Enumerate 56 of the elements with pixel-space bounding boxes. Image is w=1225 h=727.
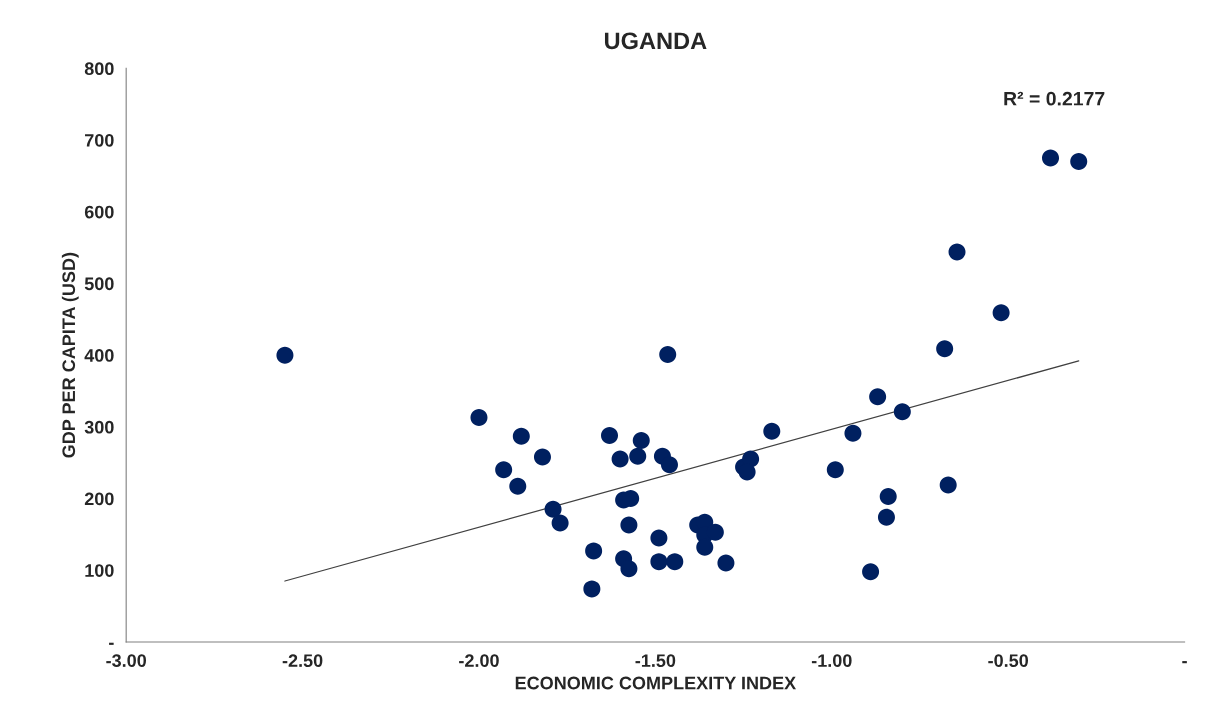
y-tick-label: 700 — [85, 133, 114, 147]
point — [862, 563, 880, 581]
y-tick-label: 200 — [84, 492, 114, 506]
x-tick-label: -0.50 — [988, 654, 1029, 668]
x-tick-label: -1.00 — [811, 654, 852, 668]
chart-title: UGANDA — [604, 32, 707, 50]
point — [844, 424, 862, 442]
y-tick-label: 100 — [85, 564, 114, 577]
point — [877, 508, 895, 526]
x-tick-label: - — [1182, 661, 1187, 664]
point — [601, 426, 619, 444]
y-tick-label: 500 — [84, 277, 114, 291]
point — [948, 243, 966, 261]
point — [717, 554, 735, 572]
x-tick-label: -2.00 — [459, 654, 499, 668]
x-tick-label: -3.00 — [106, 654, 147, 668]
point — [470, 409, 488, 427]
point — [544, 500, 562, 518]
point — [666, 553, 684, 571]
annotation: R² = 0.2177 — [1004, 91, 1105, 106]
point — [650, 529, 668, 547]
y-tick-label: - — [109, 642, 114, 645]
point — [869, 388, 887, 406]
point — [659, 345, 677, 363]
y-tick-label: 600 — [84, 205, 114, 219]
point — [936, 340, 954, 358]
point — [992, 304, 1010, 322]
point — [276, 346, 294, 364]
y-axis-title: GDP PER CAPITA (USD) — [61, 252, 79, 458]
point — [512, 427, 530, 445]
point — [583, 580, 601, 598]
x-tick-label: -2.50 — [282, 654, 323, 668]
point — [826, 461, 844, 479]
point — [620, 516, 638, 534]
point — [585, 542, 603, 560]
point — [495, 461, 513, 479]
point — [620, 560, 638, 578]
point — [1042, 149, 1060, 167]
y-tick-label: 400 — [84, 349, 114, 362]
point — [893, 403, 911, 421]
point — [629, 447, 647, 465]
point — [509, 477, 527, 495]
point — [632, 431, 650, 449]
y-tick-label: 800 — [84, 62, 114, 76]
point — [1070, 153, 1088, 171]
y-tick-label: 300 — [84, 420, 114, 434]
point — [939, 476, 957, 494]
point — [879, 487, 897, 505]
point — [763, 422, 781, 440]
x-axis-title: ECONOMIC COMPLEXITY INDEX — [515, 676, 796, 690]
point — [660, 456, 678, 474]
point — [551, 514, 569, 532]
point — [533, 448, 551, 466]
point — [650, 553, 668, 571]
x-tick-label: -1.50 — [635, 654, 676, 668]
point — [611, 450, 629, 468]
